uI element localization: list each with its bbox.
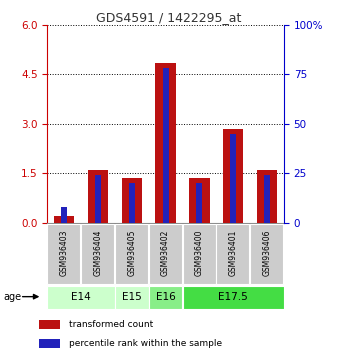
- Text: GSM936403: GSM936403: [60, 229, 69, 276]
- Bar: [88, 170, 108, 223]
- Text: transformed count: transformed count: [69, 320, 153, 329]
- Bar: [115, 286, 149, 309]
- Bar: [61, 207, 67, 223]
- Text: GSM936401: GSM936401: [229, 229, 238, 276]
- Bar: [81, 224, 114, 284]
- Text: E17.5: E17.5: [218, 292, 248, 302]
- Text: E15: E15: [122, 292, 142, 302]
- Text: E16: E16: [156, 292, 175, 302]
- Text: age: age: [3, 292, 22, 302]
- Bar: [257, 170, 277, 223]
- Text: GSM936400: GSM936400: [195, 229, 204, 276]
- Bar: [149, 286, 183, 309]
- Bar: [54, 216, 74, 223]
- Bar: [149, 224, 182, 284]
- Bar: [223, 129, 243, 223]
- Bar: [189, 178, 210, 223]
- Bar: [183, 286, 284, 309]
- Bar: [196, 183, 202, 223]
- Text: GSM936402: GSM936402: [161, 229, 170, 276]
- Bar: [95, 176, 101, 223]
- Bar: [47, 286, 115, 309]
- Bar: [230, 134, 236, 223]
- Bar: [122, 178, 142, 223]
- Text: GSM936404: GSM936404: [94, 229, 102, 276]
- Bar: [47, 224, 80, 284]
- Bar: [39, 320, 60, 329]
- Text: GSM936406: GSM936406: [263, 229, 271, 276]
- Bar: [129, 183, 135, 223]
- Bar: [183, 224, 216, 284]
- Bar: [216, 224, 249, 284]
- Bar: [264, 176, 270, 223]
- Text: GSM936405: GSM936405: [127, 229, 136, 276]
- Bar: [163, 68, 169, 223]
- Text: E14: E14: [71, 292, 91, 302]
- Bar: [155, 63, 176, 223]
- Text: GDS4591 / 1422295_at: GDS4591 / 1422295_at: [96, 11, 242, 24]
- Bar: [250, 224, 283, 284]
- Bar: [39, 339, 60, 348]
- Text: percentile rank within the sample: percentile rank within the sample: [69, 339, 222, 348]
- Bar: [115, 224, 148, 284]
